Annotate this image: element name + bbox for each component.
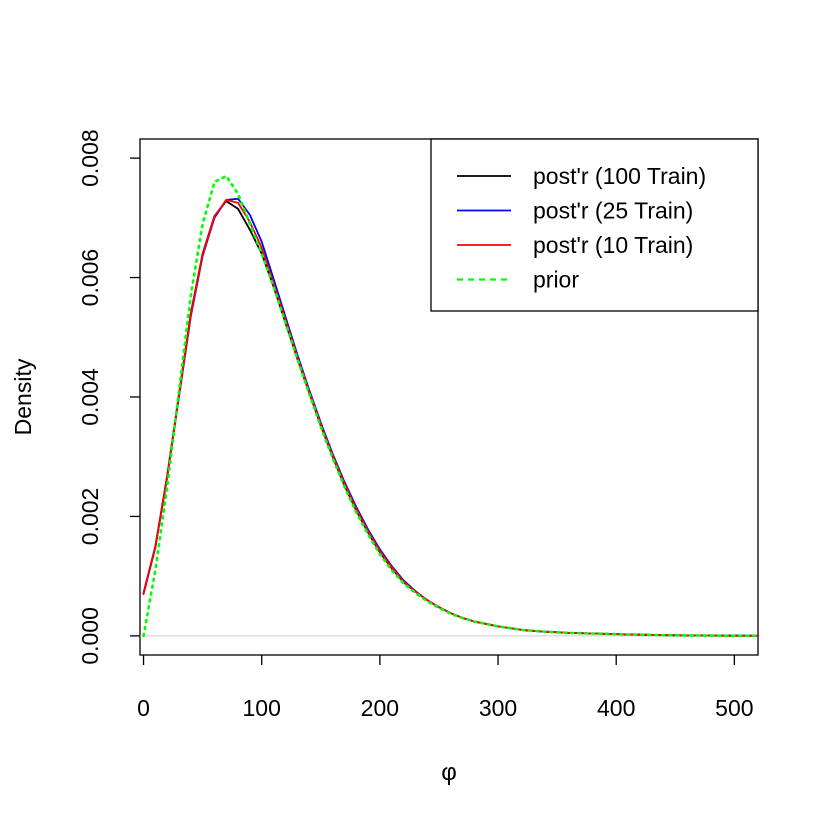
y-tick-label: 0.006 <box>77 249 103 307</box>
series-layer <box>142 174 760 638</box>
legend-label: prior <box>533 267 579 293</box>
y-axis: 0.000 0.002 0.004 0.006 0.008 <box>77 129 140 665</box>
x-axis: 0 100 200 300 400 500 <box>137 655 754 721</box>
x-tick-label: 200 <box>361 695 399 721</box>
x-tick-label: 500 <box>715 695 753 721</box>
legend-label: post'r (10 Train) <box>533 232 693 258</box>
legend-box <box>430 138 759 312</box>
x-tick-label: 400 <box>597 695 635 721</box>
y-tick-label: 0.004 <box>77 368 103 426</box>
legend-label: post'r (100 Train) <box>533 163 706 189</box>
legend-label: post'r (25 Train) <box>533 198 693 224</box>
x-tick-label: 100 <box>243 695 281 721</box>
y-tick-label: 0.008 <box>77 129 103 187</box>
series-line-4 <box>142 174 760 638</box>
y-tick-label: 0.000 <box>77 607 103 665</box>
y-tick-label: 0.002 <box>77 488 103 546</box>
x-axis-title: φ <box>441 759 457 786</box>
x-tick-label: 0 <box>137 695 150 721</box>
legend: post'r (100 Train) post'r (25 Train) post'… <box>430 138 759 312</box>
x-tick-label: 300 <box>479 695 517 721</box>
y-axis-title: Density <box>10 358 36 435</box>
